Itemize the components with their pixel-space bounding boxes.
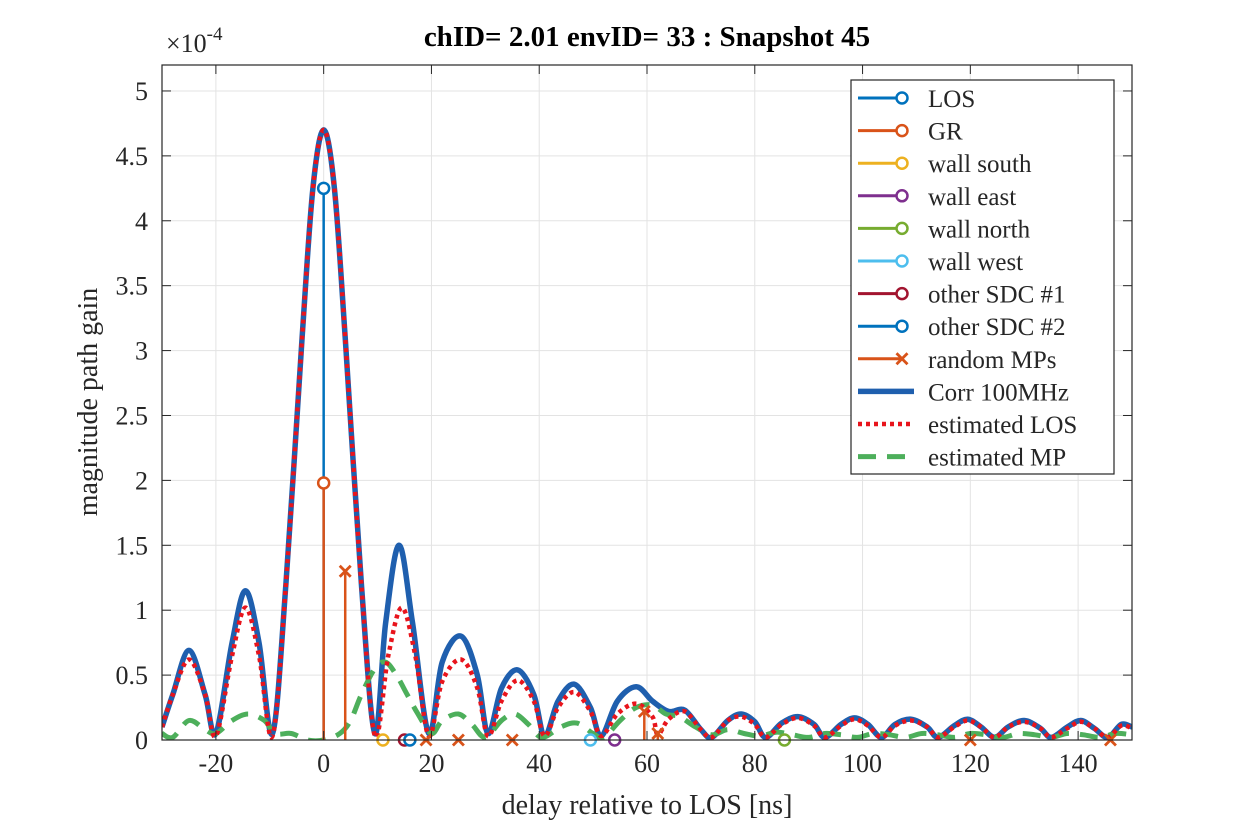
x-tick-label: 0 bbox=[317, 749, 330, 778]
stem-random-mps bbox=[651, 727, 665, 740]
legend-entry-random-mps: random MPs bbox=[858, 347, 1056, 374]
x-tick-label: 40 bbox=[526, 749, 552, 778]
ticks: -20 0 20 40 60 80 100 120 140 0 0.5 1 1.5 2 2.5 3 3.5 4 4.… bbox=[116, 65, 1132, 778]
legend-label: random MPs bbox=[928, 347, 1056, 374]
y-tick-label: 5 bbox=[135, 77, 148, 106]
y-tick-label: 2 bbox=[135, 466, 148, 495]
y-tick-label: 1.5 bbox=[116, 531, 149, 560]
x-axis-label: delay relative to LOS [ns] bbox=[502, 790, 793, 821]
legend-entry-estimated-los: estimated LOS bbox=[858, 412, 1077, 439]
legend-label: GR bbox=[928, 119, 963, 146]
y-tick-label: 1 bbox=[135, 596, 148, 625]
legend-entry-gr: GR bbox=[858, 119, 963, 146]
legend-label: wall east bbox=[928, 184, 1016, 211]
curves bbox=[162, 127, 1132, 740]
y-multiplier-exponent: -4 bbox=[207, 24, 223, 45]
series-estimated-mp bbox=[162, 659, 1132, 740]
x-tick-label: 100 bbox=[843, 749, 882, 778]
legend-label: other SDC #1 bbox=[928, 282, 1066, 309]
y-tick-label: 2.5 bbox=[116, 401, 149, 430]
legend-marker bbox=[895, 123, 909, 138]
legend-marker bbox=[895, 352, 909, 366]
stem-x-marker bbox=[637, 704, 651, 718]
y-tick-label: 3.5 bbox=[116, 272, 149, 301]
y-tick-label: 0.5 bbox=[116, 661, 149, 690]
stem-circle-marker bbox=[316, 181, 331, 196]
legend-marker bbox=[895, 319, 909, 333]
legend-marker bbox=[895, 91, 909, 105]
chart-title: chID= 2.01 envID= 33 : Snapshot 45 bbox=[424, 21, 870, 53]
y-tick-label: 4.5 bbox=[116, 142, 149, 171]
y-multiplier-base: ×10 bbox=[166, 29, 207, 58]
stem-x-marker bbox=[651, 727, 665, 740]
legend-label: estimated MP bbox=[928, 445, 1066, 472]
series-estimated-los bbox=[162, 127, 1132, 740]
y-tick-label: 4 bbox=[135, 207, 148, 236]
legend-label: estimated LOS bbox=[928, 412, 1077, 439]
y-tick-label: 0 bbox=[135, 726, 148, 755]
legend-entry-other-sdc-2: other SDC #2 bbox=[858, 314, 1066, 341]
legend-marker bbox=[895, 156, 909, 170]
legend-label: other SDC #2 bbox=[928, 314, 1066, 341]
legend-entry-wall-west: wall west bbox=[858, 249, 1023, 276]
legend-label: wall west bbox=[928, 249, 1023, 276]
x-tick-label: 140 bbox=[1059, 749, 1098, 778]
stem-random-mps bbox=[338, 564, 352, 740]
stem-circle-marker bbox=[316, 476, 331, 490]
x-tick-label: 120 bbox=[951, 749, 990, 778]
stem-x-marker bbox=[338, 564, 352, 578]
legend-entry-wall-east: wall east bbox=[858, 184, 1016, 211]
x-tick-label: -20 bbox=[199, 749, 234, 778]
stem-gr bbox=[316, 476, 331, 740]
stem-random-mps bbox=[637, 704, 651, 740]
legend-label: wall north bbox=[928, 216, 1031, 243]
legend-entry-wall-south: wall south bbox=[858, 151, 1032, 178]
legend-entry-corr-100mhz: Corr 100MHz bbox=[858, 379, 1069, 406]
legend-marker bbox=[895, 189, 909, 203]
y-tick-label: 3 bbox=[135, 337, 148, 366]
legend-label: wall south bbox=[928, 151, 1032, 178]
x-tick-label: 20 bbox=[418, 749, 444, 778]
legend-marker bbox=[895, 254, 909, 268]
legend-entry-wall-north: wall north bbox=[858, 216, 1031, 243]
legend: LOS GR wall south wall east wall north wall w… bbox=[850, 79, 1115, 475]
legend-entry-estimated-mp: estimated MP bbox=[858, 445, 1066, 472]
legend-entry-los: LOS bbox=[858, 86, 975, 113]
x-tick-label: 80 bbox=[742, 749, 768, 778]
legend-label: LOS bbox=[928, 86, 975, 113]
legend-label: Corr 100MHz bbox=[928, 379, 1069, 406]
x-tick-label: 60 bbox=[634, 749, 660, 778]
y-multiplier-label: ×10-4 bbox=[166, 24, 223, 58]
legend-marker bbox=[895, 286, 909, 301]
legend-entry-other-sdc-1: other SDC #1 bbox=[858, 282, 1066, 309]
legend-marker bbox=[895, 221, 909, 236]
y-axis-label: magnitude path gain bbox=[73, 288, 104, 517]
legend-box bbox=[850, 79, 1115, 475]
